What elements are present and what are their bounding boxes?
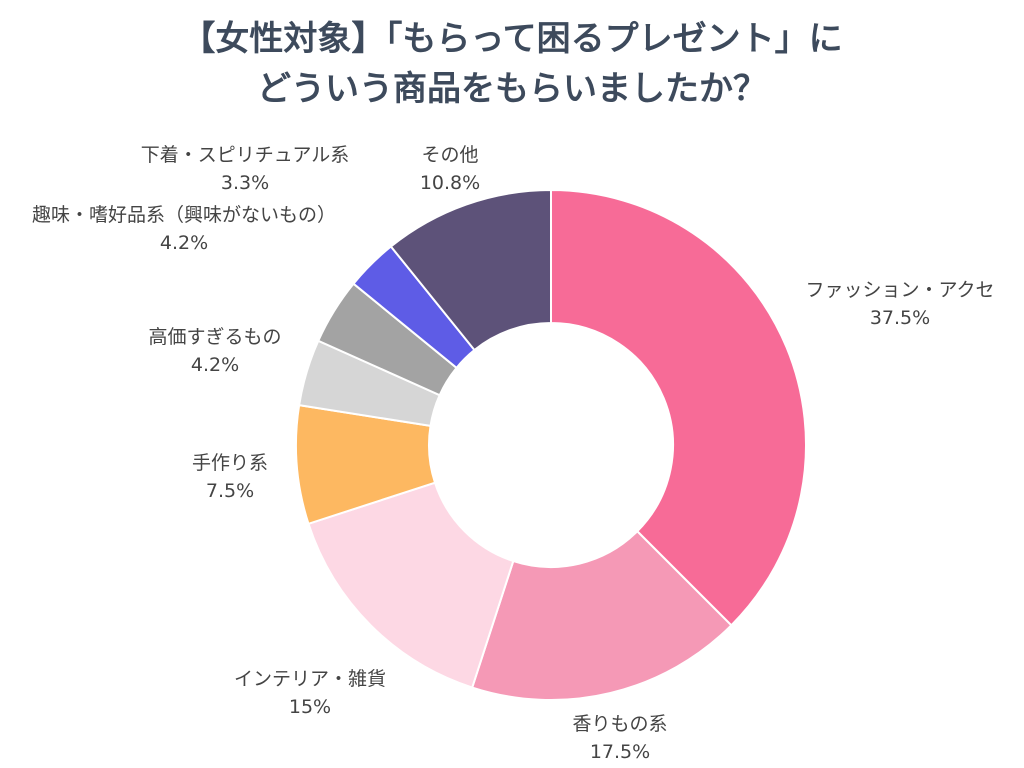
slice-label-underwear: 下着・スピリチュアル系 3.3% (105, 141, 385, 197)
slice-label-interior: インテリア・雑貨 15% (195, 665, 425, 721)
slice-label-fashion-name: ファッション・アクセ (805, 279, 995, 301)
slice-label-handmade-value: 7.5% (205, 480, 255, 502)
slice-label-interior-value: 15% (288, 696, 332, 718)
slice-label-interior-name: インテリア・雑貨 (233, 668, 386, 690)
slice-label-hobby-value: 4.2% (159, 232, 209, 254)
slice-label-fragrance: 香りもの系 17.5% (530, 710, 710, 766)
slice-label-fragrance-value: 17.5% (589, 741, 651, 763)
slice-label-other-value: 10.8% (419, 172, 481, 194)
slice-label-fragrance-name: 香りもの系 (572, 713, 668, 735)
slice-label-hobby: 趣味・嗜好品系（興味がないもの） 4.2% (4, 201, 364, 257)
slice-label-expensive-value: 4.2% (190, 354, 240, 376)
slice-label-underwear-name: 下着・スピリチュアル系 (140, 144, 350, 166)
slice-label-underwear-value: 3.3% (220, 172, 270, 194)
slice-label-expensive: 高価すぎるもの 4.2% (120, 323, 310, 379)
chart-title: 【女性対象】「もらって困るプレゼント」に どういう商品をもらいましたか？ (0, 14, 1024, 114)
slice-label-fashion: ファッション・アクセ 37.5% (780, 276, 1020, 332)
donut-slice-interior (307, 481, 515, 689)
slice-label-fashion-value: 37.5% (869, 307, 931, 329)
donut-slice-fragrance (470, 529, 733, 701)
slice-label-other: その他 10.8% (395, 141, 505, 197)
chart-title-line-2: どういう商品をもらいましたか？ (257, 69, 767, 109)
donut-slice-other (389, 188, 552, 352)
slice-label-other-name: その他 (421, 144, 479, 166)
slice-label-handmade: 手作り系 7.5% (170, 449, 290, 505)
slice-label-hobby-name: 趣味・嗜好品系（興味がないもの） (31, 204, 336, 226)
slice-label-handmade-name: 手作り系 (191, 452, 268, 474)
donut-slice-fashion (550, 188, 807, 627)
slice-label-expensive-name: 高価すぎるもの (148, 326, 282, 348)
chart-title-line-1: 【女性対象】「もらって困るプレゼント」に (181, 19, 843, 59)
